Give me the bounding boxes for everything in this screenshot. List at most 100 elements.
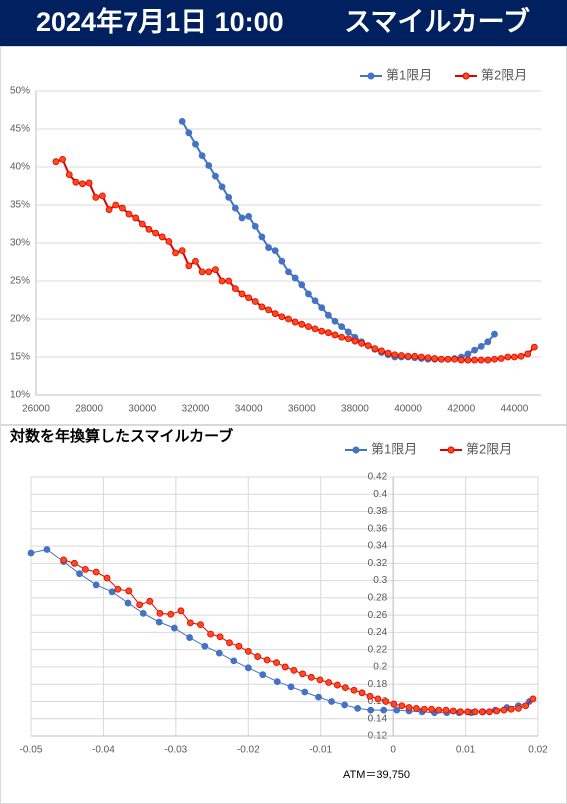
data-point [155,618,163,626]
data-point [328,698,335,705]
y-tick-label: 35% [10,200,30,211]
data-point [382,698,390,705]
data-point [417,353,425,361]
data-point [118,204,126,212]
data-point [171,624,178,632]
data-point [72,178,80,186]
x-tick-label: 40000 [394,404,422,415]
data-point [185,262,193,270]
y-tick-label: 0.38 [368,506,388,517]
data-point [471,346,478,354]
data-point [92,193,100,201]
data-point [464,356,472,364]
data-point [238,214,246,222]
data-point [105,206,113,213]
data-point [271,247,279,255]
data-point [331,317,339,325]
x-tick-label: -0.03 [164,745,187,756]
legend-label: 第2限月 [481,67,527,82]
chart-frame [0,46,567,425]
legend-label: 第2限月 [466,441,512,456]
data-point [530,343,538,351]
data-point [325,679,333,686]
data-point [338,323,346,331]
data-point [112,201,120,209]
data-point [172,249,179,257]
data-point [245,212,253,220]
data-point [324,329,332,337]
data-point [287,683,295,691]
data-point [464,708,472,716]
x-tick-label: 0 [390,745,396,756]
data-point [515,704,522,712]
data-point [358,689,366,697]
data-point [43,546,51,553]
data-point [484,338,492,346]
data-point [65,171,73,179]
x-tick-label: 28000 [75,404,103,415]
data-point [178,247,186,255]
data-point [263,656,271,664]
legend-marker [462,72,470,80]
header-title: 2024年7月1日 10:00 [36,6,284,37]
data-point [205,268,213,276]
data-point [393,706,401,714]
data-point [198,152,206,160]
data-point [301,688,309,696]
x-tick-label: 34000 [235,404,263,415]
data-point [285,315,292,323]
y-tick-label: 25% [10,276,30,287]
data-point [491,355,498,363]
y-tick-label: 10% [10,390,30,401]
data-point [251,298,259,305]
y-tick-label: 30% [10,238,30,249]
data-point [484,356,492,364]
data-point [350,686,358,694]
chart-title: 対数を年換算したスマイルカーブ [9,427,233,445]
data-point [307,673,315,681]
data-point [254,653,262,660]
data-point [478,708,486,716]
y-tick-label: 0.24 [368,627,388,638]
data-point [298,281,306,289]
y-tick-label: 45% [10,124,30,135]
y-tick-label: 15% [10,352,30,363]
data-point [225,193,233,201]
data-point [437,355,445,363]
data-point [378,347,385,355]
data-point [132,214,140,222]
data-point [245,294,253,302]
y-tick-label: 0.32 [368,558,388,569]
data-point [351,337,359,345]
data-point [315,693,322,701]
y-tick-label: 0.14 [368,713,388,724]
data-point [259,671,267,679]
data-point [471,708,479,716]
data-point [99,192,106,200]
data-point [201,642,209,650]
data-point [139,610,147,617]
data-point [218,183,226,191]
series-line [55,158,536,361]
x-tick-label: 42000 [447,404,475,415]
data-point [265,306,272,314]
data-point [273,659,280,667]
data-point [442,706,450,714]
header-bar [0,0,567,46]
data-point [285,268,292,276]
data-point [364,342,372,350]
legend-marker [367,72,375,80]
data-point [529,695,537,703]
data-point [212,266,219,274]
data-point [79,180,86,188]
data-point [225,277,233,285]
y-tick-label: 0.18 [368,679,388,690]
data-point [507,705,515,713]
data-point [291,274,299,282]
data-point [344,335,352,343]
x-tick-label: 36000 [288,404,316,415]
series-line [30,548,530,714]
data-point [244,664,252,672]
data-point [103,574,111,582]
